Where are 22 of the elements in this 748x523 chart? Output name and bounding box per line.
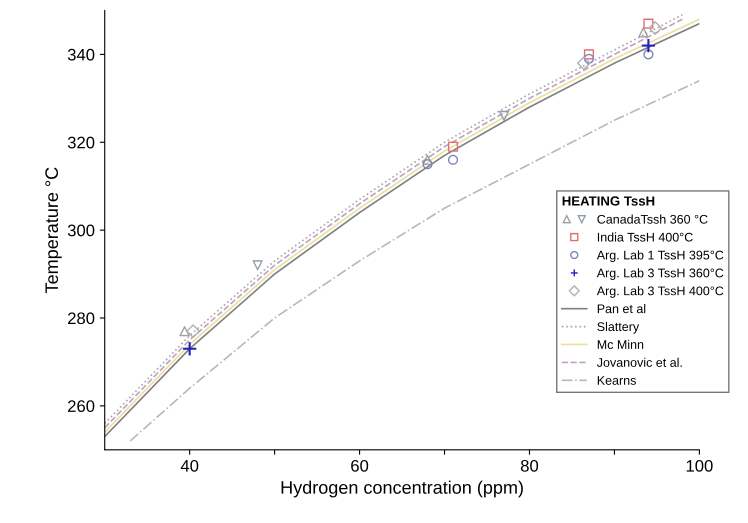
legend-label: Jovanovic et al. — [596, 358, 682, 367]
legend-label: Mc Minn — [598, 340, 644, 350]
y-tick-label: 320 — [68, 136, 94, 148]
x-tick-label: 100 — [686, 460, 713, 472]
x-axis-title: Hydrogen concentration (ppm) — [282, 480, 523, 498]
legend-title: HEATING TssH — [562, 196, 654, 206]
legend-label: India TssH 400°C — [598, 232, 693, 242]
y-tick-label: 260 — [68, 400, 94, 412]
legend-label: Kearns — [598, 376, 636, 385]
y-tick-label: 340 — [68, 48, 94, 61]
y-tick-label: 280 — [68, 312, 94, 324]
x-tick-label: 60 — [351, 460, 368, 472]
y-tick-label: 300 — [68, 224, 94, 236]
y-axis-title: Temperature °C — [45, 167, 62, 294]
x-tick-label: 80 — [520, 460, 538, 472]
legend-label: Slattery — [597, 322, 640, 334]
legend-label: Arg. Lab 3 TssH 360°C — [596, 268, 724, 280]
legend-label: Arg. Lab 3 TssH 400°C — [596, 286, 724, 298]
x-tick-label: 40 — [180, 460, 198, 472]
legend-label: Arg. Lab 1 TssH 395°C — [596, 250, 724, 262]
legend-label: CanadaTssh 360 °C — [597, 214, 708, 224]
legend-label: Pan et al — [598, 304, 646, 314]
